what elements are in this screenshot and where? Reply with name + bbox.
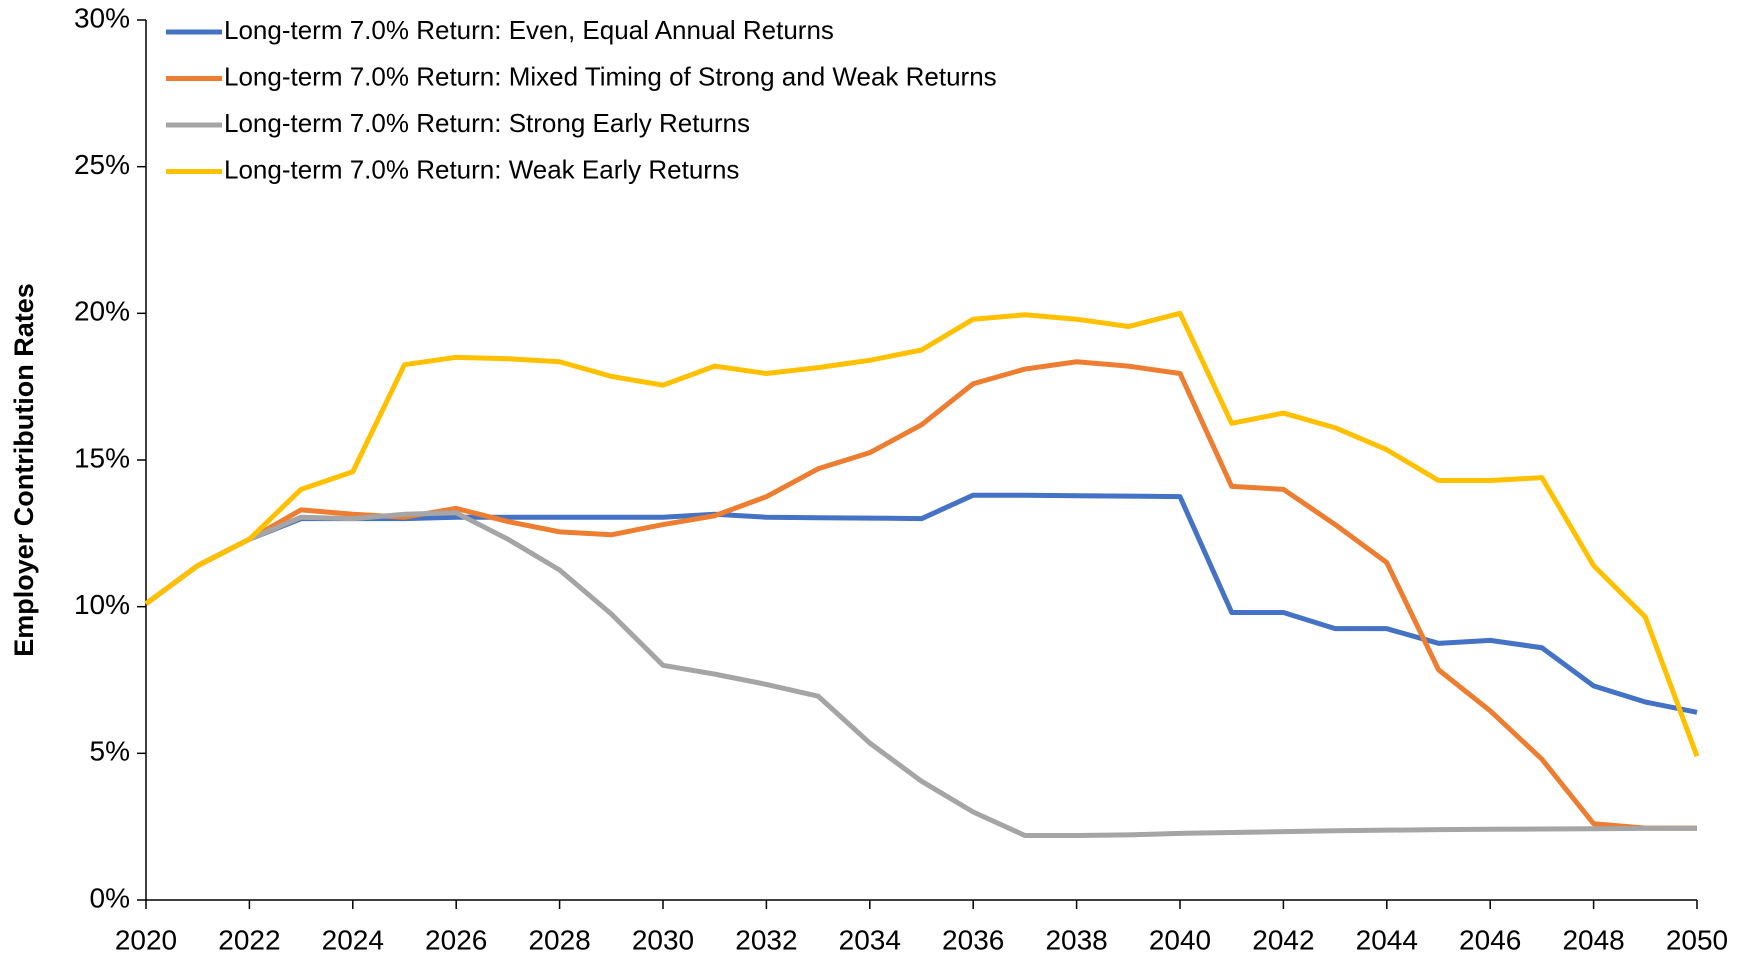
x-tick-label: 2042: [1252, 924, 1314, 955]
legend-label: Long-term 7.0% Return: Strong Early Retu…: [224, 108, 750, 138]
x-tick-label: 2044: [1356, 924, 1418, 955]
y-tick-label: 30%: [74, 2, 130, 33]
x-tick-label: 2022: [218, 924, 280, 955]
x-tick-label: 2046: [1459, 924, 1521, 955]
series-line: [144, 510, 1697, 838]
x-tick-label: 2026: [425, 924, 487, 955]
x-tick-label: 2050: [1666, 924, 1728, 955]
x-tick-label: 2030: [632, 924, 694, 955]
y-tick-label: 5%: [90, 736, 130, 767]
legend-label: Long-term 7.0% Return: Weak Early Return…: [224, 154, 739, 184]
x-tick-label: 2024: [322, 924, 384, 955]
x-tick-label: 2028: [528, 924, 590, 955]
x-tick-label: 2034: [839, 924, 901, 955]
series-line: [144, 492, 1698, 715]
y-tick-label: 25%: [74, 149, 130, 180]
y-tick-label: 20%: [74, 296, 130, 327]
x-tick-label: 2040: [1149, 924, 1211, 955]
x-tick-label: 2032: [735, 924, 797, 955]
legend-label: Long-term 7.0% Return: Even, Equal Annua…: [224, 15, 834, 45]
x-tick-label: 2048: [1562, 924, 1624, 955]
y-tick-label: 0%: [90, 882, 130, 913]
y-tick-label: 10%: [74, 589, 130, 620]
x-tick-label: 2020: [115, 924, 177, 955]
series-line: [144, 310, 1700, 758]
x-tick-label: 2036: [942, 924, 1004, 955]
y-tick-label: 15%: [74, 442, 130, 473]
series-line: [144, 359, 1697, 831]
y-axis-label: Employer Contribution Rates: [9, 283, 39, 657]
legend-label: Long-term 7.0% Return: Mixed Timing of S…: [224, 61, 997, 91]
x-tick-label: 2038: [1045, 924, 1107, 955]
